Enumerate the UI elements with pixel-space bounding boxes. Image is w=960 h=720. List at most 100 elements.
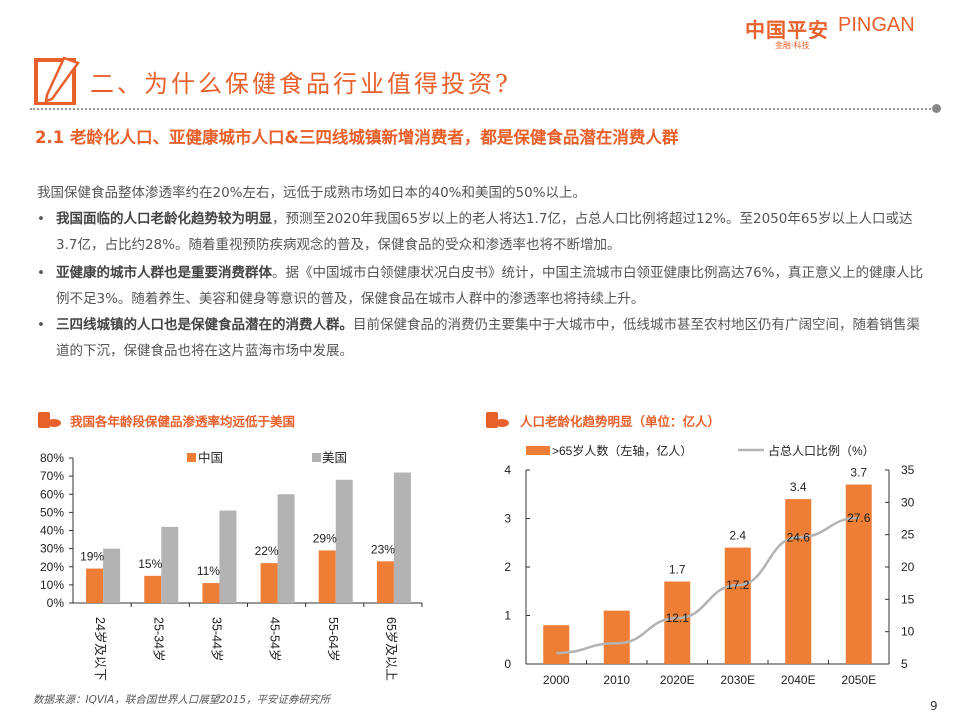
y-tick-label: 3 [504, 512, 511, 526]
data-label: 22% [255, 544, 279, 558]
bar-population [845, 484, 872, 664]
legend-label-usa: 美国 [322, 451, 347, 465]
bar-china [376, 561, 394, 603]
section-subtitle: 2.1 老龄化人口、亚健康城市人口&三四线城镇新增消费者，都是保健食品潜在消费人… [35, 128, 679, 147]
data-label: 3.4 [790, 480, 807, 494]
y-tick-label: 0 [504, 657, 511, 671]
bullet-text: ，预测至2020年我国65岁以上的老人将达1.7亿，占总人口比例将超过12%。至… [56, 211, 913, 253]
line-data-label: 17.2 [726, 578, 750, 592]
pill-bottle-icon [486, 412, 509, 428]
y2-tick-label: 20 [901, 560, 915, 574]
x-tick-label: 2010 [603, 673, 630, 687]
bar-usa [219, 510, 237, 603]
x-tick-label: 65岁及以上 [384, 617, 399, 681]
bar-usa [335, 479, 353, 603]
bullet-lowtier: • 三四线城镇的人口也是保健食品潜在的消费人群。目前保健食品的消费仍主要集中于大… [37, 312, 927, 364]
bar-usa [277, 494, 295, 603]
y-tick-label: 30% [40, 542, 64, 556]
bullet-text: 。据《中国城市白领健康状况白皮书》统计，中国主流城市白领亚健康比例高达76%，真… [56, 265, 924, 307]
logo-chinese: 中国平安 [745, 18, 829, 42]
data-label: 15% [138, 557, 162, 571]
data-label: 1.7 [669, 563, 686, 577]
section-title: 二、为什么保健食品行业值得投资? [90, 70, 511, 98]
pill-bottle-icon [38, 412, 61, 428]
data-source: 数据来源：IQVIA，联合国世界人口展望2015，平安证券研究所 [33, 694, 331, 706]
x-tick-label: 35-44岁 [209, 617, 224, 661]
bar-china [202, 583, 220, 603]
legend-swatch-population [526, 446, 550, 455]
y-tick-label: 10% [40, 578, 64, 592]
bar-china [144, 575, 162, 603]
y-tick-label: 4 [504, 463, 511, 477]
y2-tick-label: 10 [901, 625, 915, 639]
legend-label-china: 中国 [198, 450, 223, 465]
y2-tick-label: 5 [901, 657, 908, 671]
pencil-note-icon [34, 56, 80, 105]
bullet-subhealth: • 亚健康的城市人群也是重要消费群体。据《中国城市白领健康状况白皮书》统计，中国… [37, 260, 927, 312]
y2-tick-label: 35 [901, 463, 915, 477]
legend-label-ratio: 占总人口比例（%） [768, 443, 875, 458]
bar-china [260, 563, 278, 603]
bullet-aging: • 我国面临的人口老龄化趋势较为明显，预测至2020年我国65岁以上的老人将达1… [37, 206, 927, 258]
y-tick-label: 60% [40, 487, 64, 501]
data-label: 2.4 [729, 529, 746, 543]
intro-text: 我国保健食品整体渗透率约在20%左右，远低于成熟市场如日本的40%和美国的50%… [37, 185, 587, 201]
bar-population [664, 581, 691, 664]
bar-population [603, 610, 630, 664]
bar-population [543, 625, 570, 664]
bullet-bold: 亚健康的城市人群也是重要消费群体 [56, 265, 272, 281]
divider-dot [932, 104, 941, 113]
y-tick-label: 1 [504, 609, 511, 623]
y-tick-label: 70% [40, 469, 64, 483]
y2-tick-label: 30 [901, 495, 915, 509]
y-tick-label: 40% [40, 524, 64, 538]
divider [30, 108, 935, 110]
chart-penetration-rate: 0% 10% 20% 30% 40% 50% 60% 70% 80% 19% 24岁及以下 15% 25… [40, 450, 423, 681]
legend-label-population: >65岁人数（左轴，亿人） [552, 443, 692, 458]
bar-usa [393, 472, 411, 603]
chart-aging-population: 0 1 2 3 4 5 10 15 20 25 30 35 2000 2010 1.7 2020E 2.4 203… [504, 443, 915, 687]
x-tick-label: 2040E [781, 673, 816, 687]
data-label: 23% [371, 542, 395, 556]
y-tick-label: 20% [40, 560, 64, 574]
bar-population [785, 499, 812, 664]
bullet-dot: • [37, 317, 45, 333]
legend-swatch-china [187, 453, 196, 462]
x-tick-label: 45-54岁 [268, 617, 283, 661]
x-tick-label: 2000 [543, 673, 570, 687]
x-tick-label: 55-64岁 [326, 617, 341, 661]
logo-english: PINGAN [838, 14, 915, 36]
bar-usa [161, 526, 179, 603]
y2-tick-label: 15 [901, 592, 915, 606]
bar-china [86, 568, 104, 603]
x-tick-label: 25-34岁 [151, 617, 166, 661]
x-tick-label: 2030E [720, 673, 755, 687]
bar-population [724, 547, 751, 664]
bullet-text: 目前保健食品的消费仍主要集中于大城市中，低线城市甚至农村地区仍有广阔空间，随着销… [56, 317, 920, 359]
x-tick-label: 2050E [841, 673, 876, 687]
bullet-bold: 三四线城镇的人口也是保健食品潜在的消费人群。 [56, 317, 353, 333]
legend-swatch-usa [312, 453, 321, 462]
logo-tagline: 金融·科技 [775, 41, 810, 50]
line-data-label: 27.6 [847, 511, 871, 525]
line-data-label: 12.1 [666, 611, 690, 625]
y-tick-label: 80% [40, 451, 64, 465]
bullet-bold: 我国面临的人口老龄化趋势较为明显 [56, 211, 272, 227]
bullet-dot: • [37, 211, 45, 227]
line-data-label: 24.6 [787, 530, 811, 544]
data-label: 3.7 [850, 466, 867, 480]
x-tick-label: 24岁及以下 [93, 617, 108, 681]
bar-china [318, 550, 336, 603]
chart2-title: 人口老龄化趋势明显（单位：亿人） [520, 414, 721, 429]
chart1-title: 我国各年龄段保健品渗透率均远低于美国 [70, 414, 296, 429]
data-label: 29% [313, 531, 337, 545]
page-number: 9 [930, 699, 938, 713]
bar-usa [103, 548, 121, 603]
y-tick-label: 50% [40, 505, 64, 519]
data-label: 19% [80, 550, 104, 564]
x-tick-label: 2020E [660, 673, 695, 687]
y-tick-label: 2 [504, 560, 511, 574]
y-tick-label: 0% [47, 596, 65, 610]
line-ratio [556, 516, 859, 655]
y2-tick-label: 25 [901, 528, 915, 542]
